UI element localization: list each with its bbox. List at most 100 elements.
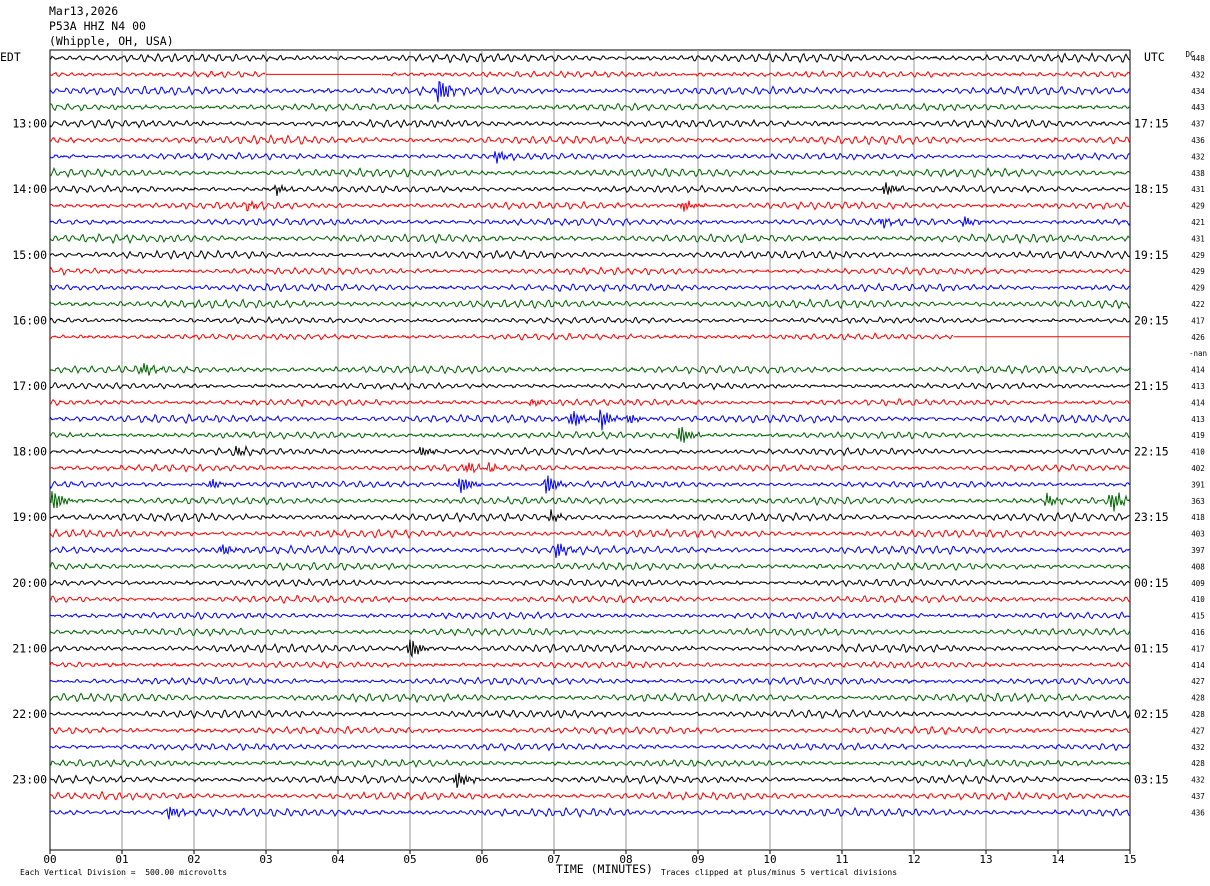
seismic-trace [49,561,1131,572]
dc-value-label: 437 [1191,792,1205,801]
seismic-trace [49,266,1130,276]
seismic-trace [49,216,1131,229]
right-hour-label: 00:15 [1134,576,1169,590]
left-hour-label: 18:00 [12,445,47,459]
seismic-trace [49,742,1131,752]
x-tick-label: 04 [331,853,345,866]
left-hour-label: 19:00 [12,510,47,524]
seismic-trace [49,475,1131,494]
x-tick-label: 15 [1123,853,1136,866]
x-tick-label: 12 [907,853,920,866]
dc-value-label: 428 [1191,759,1205,768]
seismic-trace [49,639,1131,659]
seismic-trace [50,462,1131,474]
dc-value-label: 436 [1191,136,1205,145]
seismic-trace [49,790,1131,801]
seismic-trace [49,233,1131,245]
dc-value-label: 422 [1191,300,1205,309]
seismic-trace [49,758,1131,768]
dc-value-label: 438 [1191,169,1205,178]
dc-value-label: 432 [1191,776,1205,785]
right-hour-label: 19:15 [1134,248,1169,262]
x-tick-label: 09 [691,853,704,866]
right-hour-label: 23:15 [1134,510,1169,524]
dc-value-label: 431 [1191,234,1205,243]
x-tick-label: 07 [547,853,560,866]
dc-value-label: 419 [1191,431,1205,440]
clip-note: Traces clipped at plus/minus 5 vertical … [661,868,898,877]
x-tick-label: 11 [835,853,848,866]
x-tick-label: 06 [475,853,488,866]
dc-value-label: 415 [1191,612,1205,621]
dc-value-label: 431 [1191,185,1205,194]
left-hour-label: 14:00 [12,182,47,196]
seismic-trace [49,543,1131,559]
dc-value-label: 418 [1191,513,1205,522]
dc-value-label: 408 [1191,562,1205,571]
left-hour-label: 22:00 [12,707,47,721]
x-tick-label: 01 [115,853,128,866]
dc-value-label: 434 [1191,87,1205,96]
dc-value-label: 414 [1191,661,1205,670]
right-hour-label: 20:15 [1134,313,1169,327]
seismic-trace [49,627,1131,638]
x-tick-label: 02 [187,853,200,866]
dc-value-label: 428 [1191,710,1205,719]
dc-value-label: 414 [1191,366,1205,375]
right-hour-label: 17:15 [1134,117,1169,131]
scale-note: Each Vertical Division = 500.00 microvol… [20,868,228,877]
dc-value-label: 432 [1191,152,1205,161]
dc-value-label: 417 [1191,644,1205,653]
seismic-trace [49,509,1131,523]
dc-value-label: 432 [1191,70,1205,79]
dc-header-label: DC [1185,50,1194,59]
dc-value-label: 427 [1191,726,1205,735]
dc-value-label: 403 [1191,530,1205,539]
dc-value-label: 429 [1191,284,1205,293]
right-hour-label: 22:15 [1134,445,1169,459]
seismic-trace [49,577,1131,588]
seismic-trace [49,363,1131,376]
dc-value-label: 402 [1191,464,1205,473]
seismic-trace [49,167,1131,179]
x-tick-label: 05 [403,853,416,866]
right-hour-label: 02:15 [1134,707,1169,721]
seismic-trace [49,409,1131,431]
seismic-trace [49,332,953,341]
seismic-trace [49,249,1131,260]
dc-value-label: 417 [1191,316,1205,325]
seismic-trace [49,725,1131,736]
seismic-trace [49,70,266,79]
seismic-trace [50,282,1130,293]
seismic-trace [49,102,1131,112]
seismic-trace [49,692,1131,704]
dc-value-label: 413 [1191,415,1205,424]
x-tick-label: 08 [619,853,632,866]
dc-value-label: 432 [1191,743,1205,752]
seismic-trace [49,51,1131,64]
left-hour-label: 23:00 [12,773,47,787]
seismic-trace [49,182,1131,196]
seismic-trace [49,315,1131,325]
dc-value-label: -nan [1189,349,1207,358]
right-hour-label: 03:15 [1134,773,1169,787]
left-hour-label: 20:00 [12,576,47,590]
seismic-trace [50,298,1131,310]
dc-value-label: 391 [1191,480,1205,489]
dc-value-label: 429 [1191,267,1205,276]
seismic-trace [49,426,1131,443]
seismic-trace [49,491,1131,512]
seismic-trace [49,708,1131,720]
dc-value-label: 410 [1191,595,1205,604]
date-label: Mar13,2026 [49,4,119,18]
left-hour-label: 21:00 [12,641,47,655]
seismic-trace [49,398,1131,408]
dc-value-label: 421 [1191,218,1205,227]
dc-value-label: 397 [1191,546,1205,555]
right-hour-label: 18:15 [1134,182,1169,196]
dc-value-label: 427 [1191,677,1205,686]
seismic-trace [50,772,1131,788]
seismic-trace [49,527,1131,539]
dc-value-label: 428 [1191,694,1205,703]
